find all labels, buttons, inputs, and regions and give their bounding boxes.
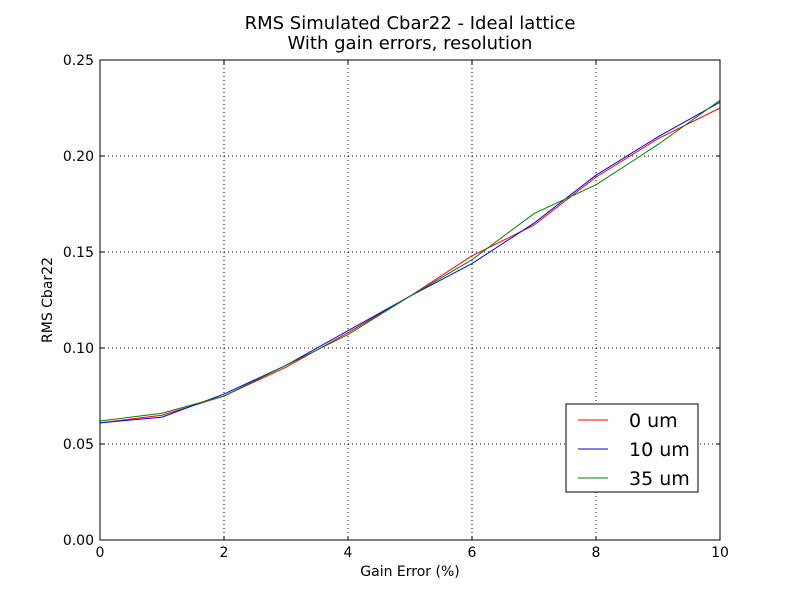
series-line-0-um	[99, 107, 721, 424]
x-tick-label: 6	[468, 545, 477, 561]
x-tick-label: 8	[592, 545, 601, 561]
y-tick-label: 0.10	[63, 341, 94, 357]
legend: 0 um 10 um 35 um	[565, 403, 699, 493]
x-tick-label: 10	[711, 545, 729, 561]
x-tick-label: 2	[220, 545, 229, 561]
y-tick-label: 0.25	[63, 53, 94, 69]
x-tick-label: 0	[96, 545, 105, 561]
plot-frame	[99, 59, 721, 541]
legend-label: 35 um	[629, 468, 690, 490]
y-tick-label: 0.05	[63, 437, 94, 453]
y-tick-label: 0.20	[63, 149, 94, 165]
series-line-10-um	[99, 101, 721, 424]
legend-label: 0 um	[629, 410, 678, 432]
axis-ticks: 0 2 4 6 8 10 0.00 0.05 0.10 0.15 0.20 0.25	[63, 53, 729, 561]
legend-box	[565, 403, 699, 493]
legend-label: 10 um	[629, 439, 690, 461]
x-tick-label: 4	[344, 545, 353, 561]
chart-subtitle: With gain errors, resolution	[288, 33, 533, 54]
x-axis-label: Gain Error (%)	[360, 564, 459, 580]
y-tick-label: 0.00	[63, 533, 94, 549]
y-axis-label: RMS Cbar22	[40, 257, 56, 343]
series-line-35-um	[99, 99, 721, 422]
series-lines	[99, 99, 721, 424]
y-tick-label: 0.15	[63, 245, 94, 261]
chart-title: RMS Simulated Cbar22 - Ideal lattice	[245, 13, 576, 34]
